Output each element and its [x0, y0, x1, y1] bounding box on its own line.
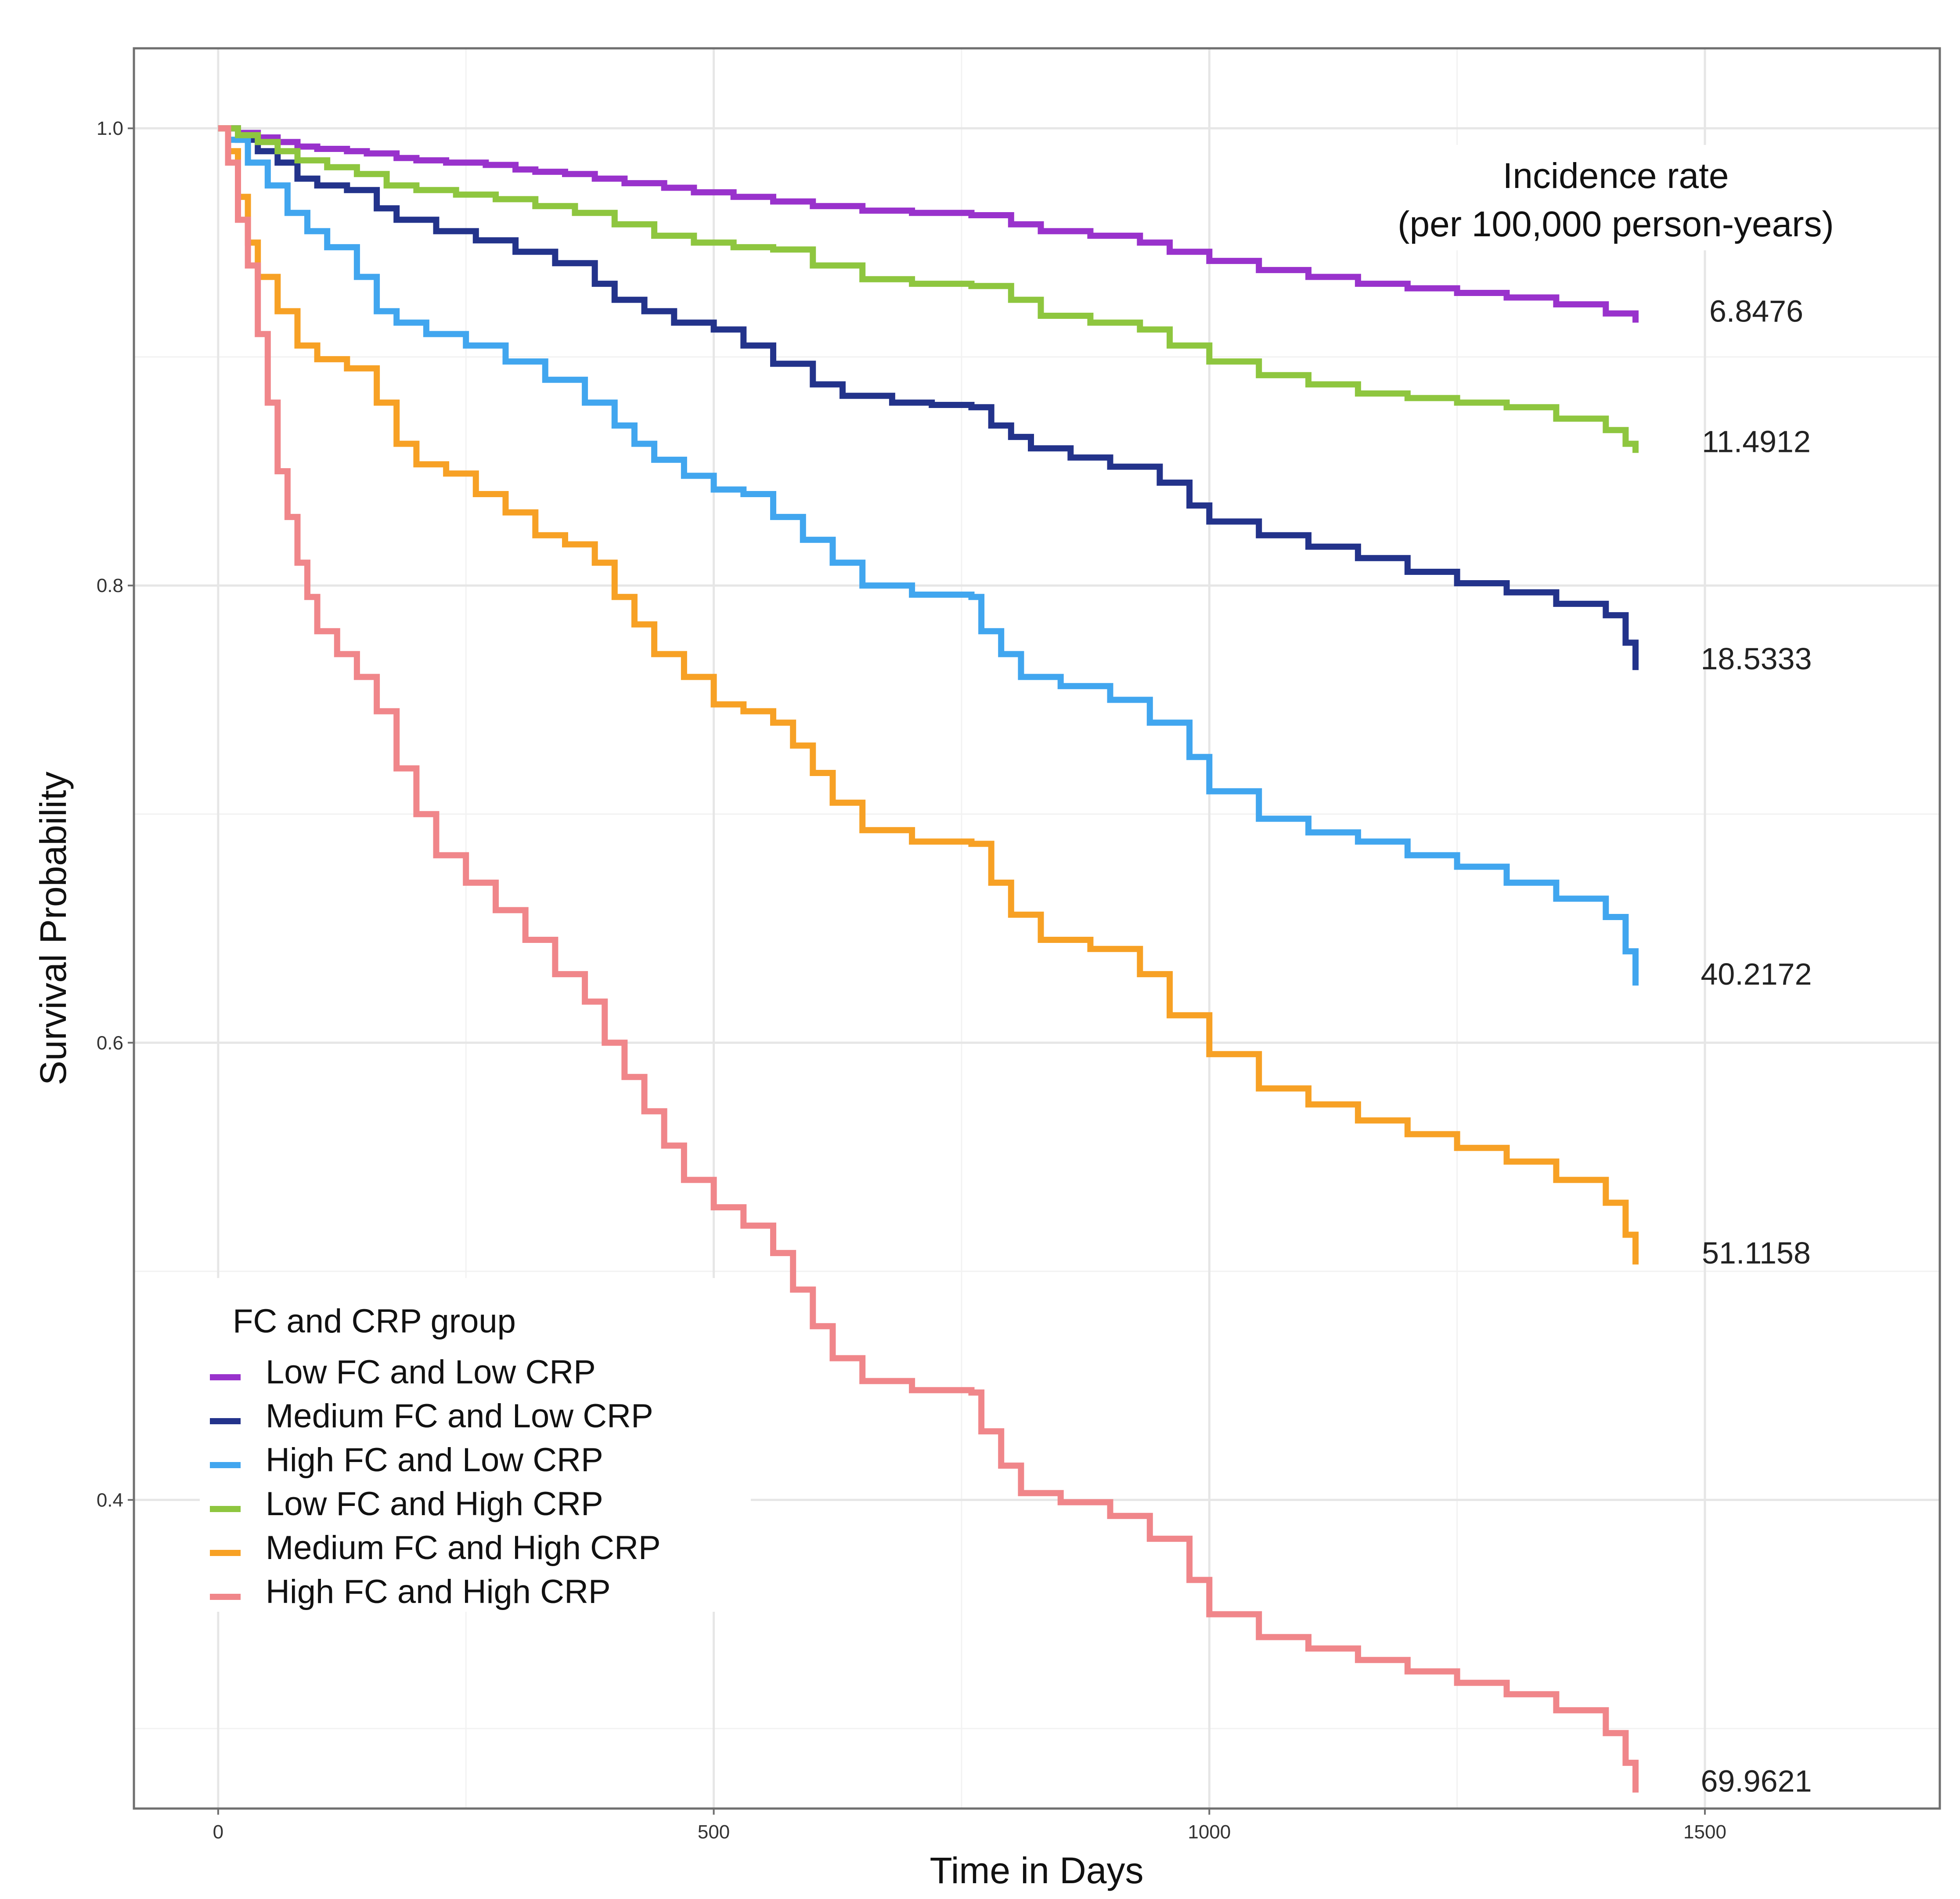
legend-items: Low FC and Low CRP Medium FC and Low CRP H…	[210, 1354, 661, 1610]
legend-label: High FC and Low CRP	[266, 1441, 603, 1479]
series-line-2	[218, 125, 1639, 670]
legend-background	[200, 1278, 751, 1612]
legend-label: Low FC and High CRP	[266, 1485, 603, 1523]
legend-label: Medium FC and High CRP	[266, 1529, 661, 1567]
x-tick-label: 0	[213, 1821, 223, 1843]
x-axis-ticks: 0 500 1000 1500	[213, 1809, 1726, 1843]
incidence-rate-label-4: 11.4912	[1702, 424, 1811, 459]
incidence-note-line2: (per 100,000 person-years)	[1398, 204, 1834, 244]
incidence-rate-label-5: 51.1158	[1702, 1236, 1811, 1270]
x-tick-label: 1000	[1188, 1821, 1231, 1843]
legend-label: Low FC and Low CRP	[266, 1354, 596, 1391]
series-line-6	[218, 125, 1639, 1793]
series-line-5	[218, 125, 1639, 1265]
x-axis-title: Time in Days	[930, 1850, 1144, 1891]
y-axis-ticks: 0.4 0.6 0.8 1.0	[97, 118, 134, 1511]
incidence-note-line1: Incidence rate	[1502, 156, 1729, 196]
incidence-rate-label-2: 18.5333	[1701, 642, 1812, 676]
legend-label: Medium FC and Low CRP	[266, 1397, 653, 1435]
incidence-note-background	[1352, 145, 1919, 250]
legend: FC and CRP group Low FC and Low CRP Mediu…	[200, 1278, 751, 1612]
y-axis-title: Survival Probability	[32, 772, 74, 1085]
grid-major	[134, 48, 1940, 1809]
series-line-1	[218, 125, 1639, 323]
x-tick-label: 500	[698, 1821, 730, 1843]
incidence-rate-label-6: 69.9621	[1701, 1764, 1812, 1798]
plot-panel-border	[133, 47, 1941, 1810]
series-lines	[218, 125, 1639, 1793]
incidence-rate-label-3: 40.2172	[1701, 957, 1812, 991]
x-tick-label: 1500	[1683, 1821, 1726, 1843]
series-line-4	[218, 125, 1639, 453]
incidence-note: Incidence rate (per 100,000 person-years…	[1352, 145, 1919, 250]
y-tick-label: 1.0	[97, 118, 123, 139]
incidence-rate-label-1: 6.8476	[1709, 294, 1803, 329]
legend-title: FC and CRP group	[233, 1303, 516, 1340]
y-tick-label: 0.8	[97, 575, 123, 596]
series-line-3	[218, 125, 1639, 986]
incidence-rate-labels: 6.8476 18.5333 40.2172 11.4912 51.1158 69.962…	[1701, 294, 1812, 1798]
legend-label: High FC and High CRP	[266, 1573, 611, 1610]
y-tick-label: 0.6	[97, 1032, 123, 1054]
y-tick-label: 0.4	[97, 1489, 123, 1511]
